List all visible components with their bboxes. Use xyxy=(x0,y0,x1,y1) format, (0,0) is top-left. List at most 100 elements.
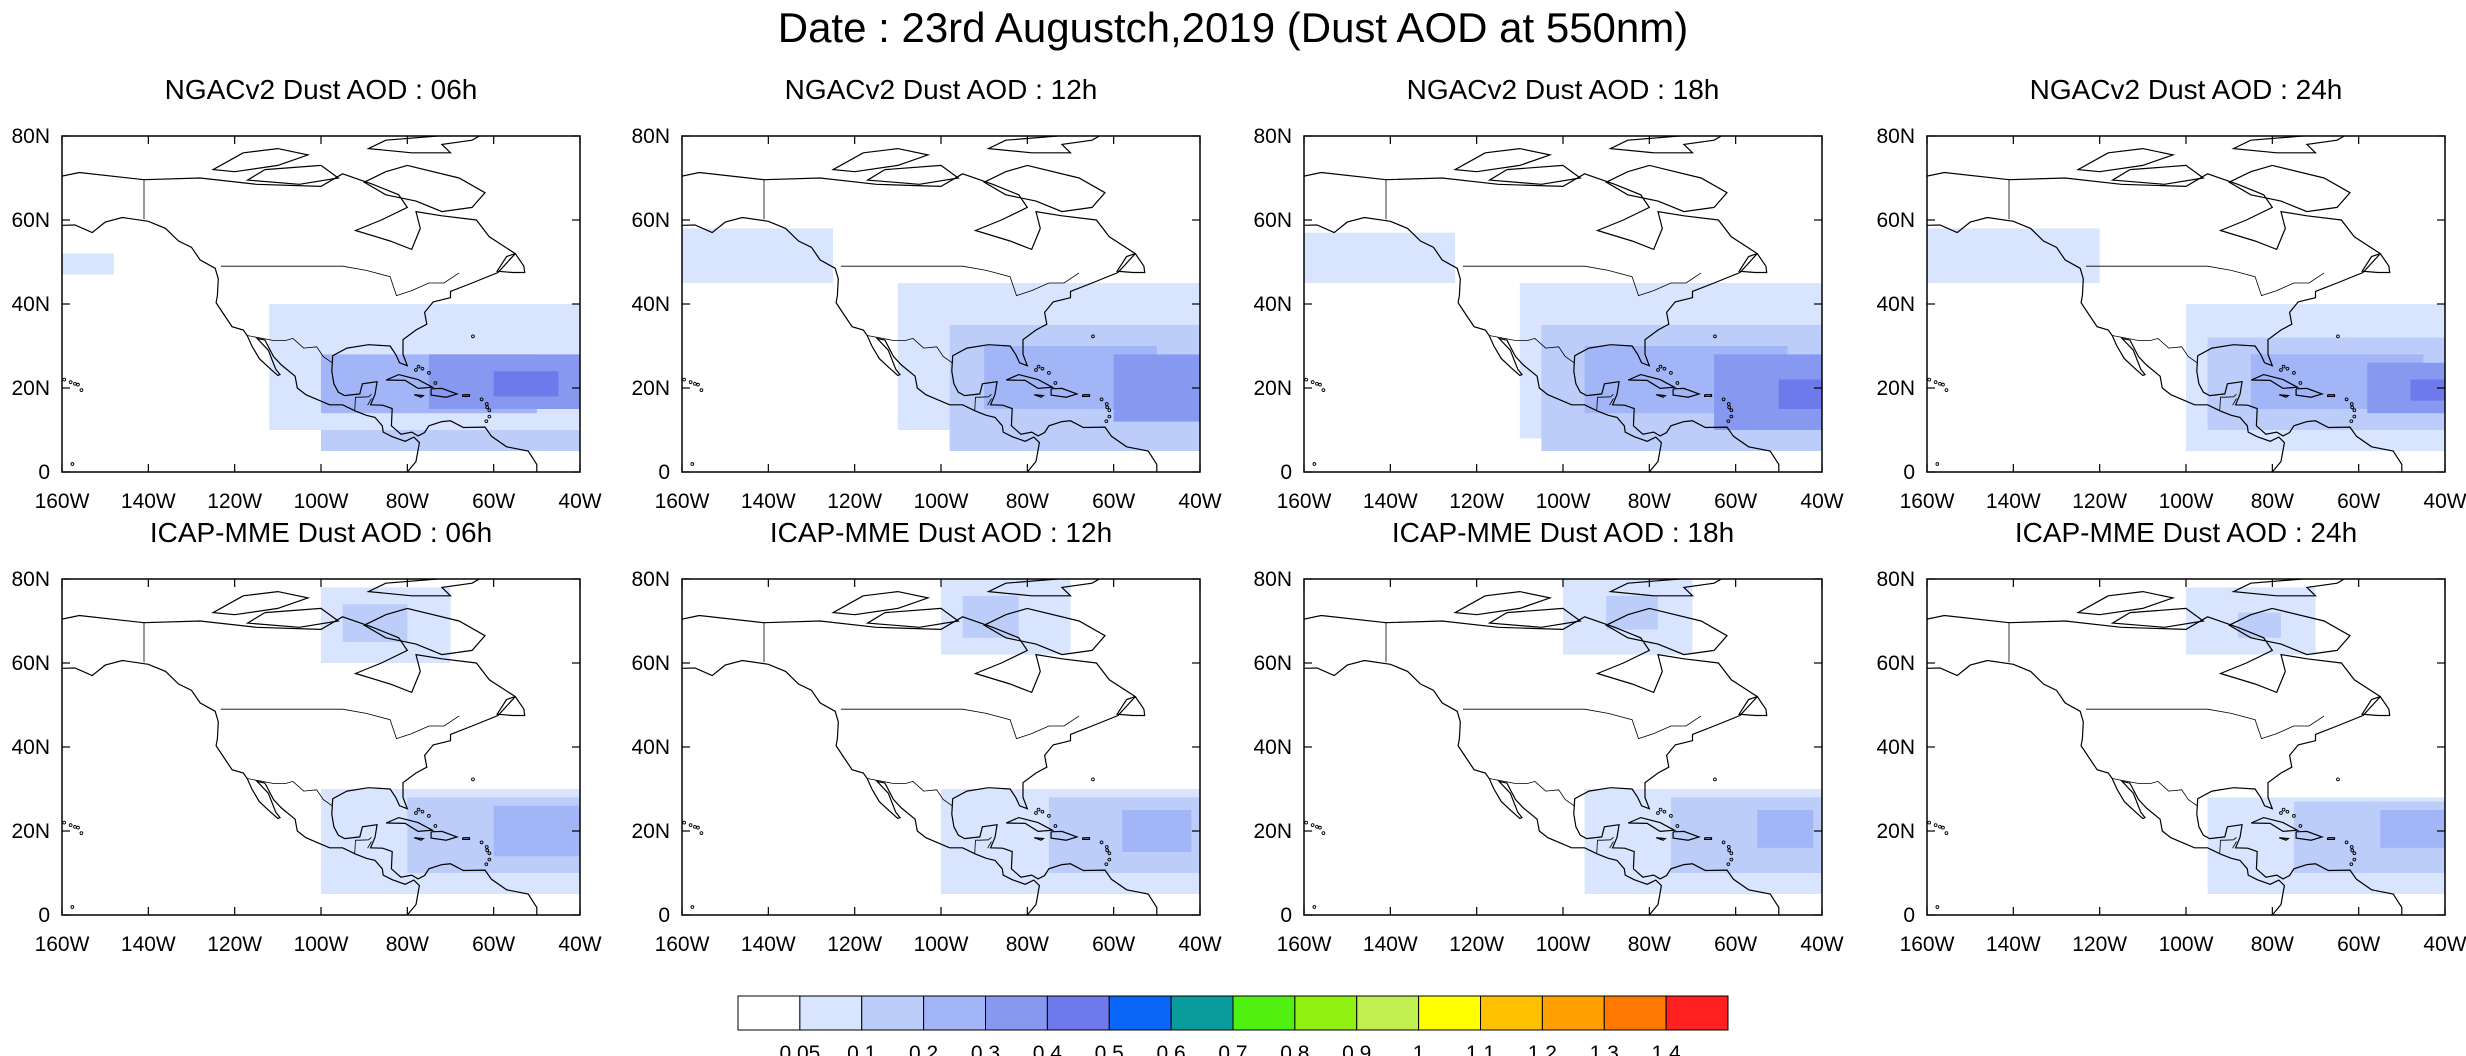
lat-tick-label: 60N xyxy=(1876,652,1915,675)
island xyxy=(433,381,438,385)
island xyxy=(1656,811,1660,815)
island xyxy=(696,825,700,830)
lat-tick-label: 20N xyxy=(1876,820,1915,843)
island xyxy=(1658,807,1663,812)
lon-tick-label: 160W xyxy=(1277,490,1332,513)
aod-region xyxy=(1113,354,1200,422)
lat-tick-label: 40N xyxy=(11,736,50,759)
coastline xyxy=(1927,659,2286,915)
country-border xyxy=(2232,398,2237,406)
coastline xyxy=(211,590,311,616)
lon-tick-label: 140W xyxy=(1986,490,2041,513)
island xyxy=(1927,377,1932,382)
colorbar-label: 0.2 xyxy=(909,1042,938,1056)
lon-tick-label: 80W xyxy=(2251,490,2294,513)
coastline xyxy=(1604,164,1728,213)
coastline xyxy=(1487,164,1582,185)
lat-tick-label: 40N xyxy=(1876,736,1915,759)
island xyxy=(2285,809,2290,814)
country-border xyxy=(974,393,992,412)
country-border xyxy=(2085,265,2325,297)
island xyxy=(1036,364,1041,369)
island xyxy=(1675,381,1680,385)
island xyxy=(1107,408,1112,413)
coastline xyxy=(2327,394,2336,397)
coastline xyxy=(1033,837,1045,841)
island xyxy=(416,807,421,812)
map-plot: 160W 140W 120W 100W 80W 60W 40W 0 20N 40N 60N 80N xyxy=(631,568,1221,956)
island xyxy=(1656,368,1660,372)
map-panel-ngac-12: NGACv2 Dust AOD : 12h 160W 140W 120W 100W 80W… xyxy=(620,72,1240,513)
island xyxy=(2344,397,2349,402)
island xyxy=(2352,851,2357,856)
aod-region xyxy=(342,604,408,642)
lon-tick-label: 160W xyxy=(1277,933,1332,956)
lon-tick-label: 100W xyxy=(2159,490,2214,513)
coastline xyxy=(1304,171,1780,472)
coastline xyxy=(2327,837,2336,840)
coastline xyxy=(413,837,425,841)
island xyxy=(1933,823,1938,827)
island xyxy=(1099,840,1104,845)
panel-title: NGACv2 Dust AOD : 18h xyxy=(1406,74,1720,105)
colorbar-label: 0.6 xyxy=(1157,1042,1186,1056)
colorbar-swatch xyxy=(1170,995,1234,1031)
colorbar-swatch xyxy=(1480,995,1543,1031)
lat-tick-label: 20N xyxy=(11,377,50,400)
lat-tick-label: 40N xyxy=(11,293,50,316)
island xyxy=(485,405,490,410)
coastline xyxy=(2278,394,2290,398)
lat-tick-label: 0 xyxy=(1903,904,1915,927)
coastline xyxy=(2231,579,2346,597)
coastline xyxy=(682,216,1041,472)
lat-tick-label: 0 xyxy=(38,461,50,484)
coastline xyxy=(1672,387,1701,398)
lon-tick-label: 60W xyxy=(1714,490,1757,513)
island xyxy=(690,905,695,909)
coastline xyxy=(1304,659,1663,915)
country-border xyxy=(1609,841,1614,849)
island xyxy=(1726,402,1731,406)
lon-tick-label: 160W xyxy=(1900,490,1955,513)
lon-tick-label: 100W xyxy=(2159,933,2214,956)
island xyxy=(484,419,489,424)
island xyxy=(1927,820,1932,825)
coastline xyxy=(2361,253,2391,274)
coastline xyxy=(1738,696,1768,717)
aod-region xyxy=(1757,810,1814,848)
country-border xyxy=(840,265,1080,297)
island xyxy=(62,377,67,382)
island xyxy=(2349,402,2354,406)
island xyxy=(1727,848,1732,853)
lat-tick-label: 80N xyxy=(1253,125,1292,148)
lon-tick-label: 120W xyxy=(207,490,262,513)
lat-tick-label: 20N xyxy=(11,820,50,843)
island xyxy=(1726,845,1731,849)
coastline xyxy=(1033,394,1045,398)
coastline xyxy=(385,373,435,390)
aod-region xyxy=(62,253,114,275)
lat-tick-label: 80N xyxy=(1253,568,1292,591)
coastline xyxy=(62,659,421,915)
map-plot: 160W 140W 120W 100W 80W 60W 40W 0 20N 40N 60N 80N xyxy=(1253,568,1843,956)
panel-title: ICAP-MME Dust AOD : 06h xyxy=(149,517,493,548)
lon-tick-label: 160W xyxy=(35,490,90,513)
island xyxy=(1040,366,1045,371)
island xyxy=(427,814,431,818)
coastline xyxy=(2231,136,2346,154)
island xyxy=(2292,371,2296,375)
lon-tick-label: 100W xyxy=(914,933,969,956)
lat-tick-label: 80N xyxy=(11,125,50,148)
coastline xyxy=(682,171,1158,472)
coastline xyxy=(2076,590,2176,616)
island xyxy=(1318,382,1322,387)
country-border xyxy=(974,836,992,855)
island xyxy=(1105,405,1110,410)
island xyxy=(1729,857,1734,862)
coastline xyxy=(865,607,960,628)
colorbar-label: 1.1 xyxy=(1466,1042,1495,1056)
country-border xyxy=(2232,841,2237,849)
lon-tick-label: 120W xyxy=(827,490,882,513)
island xyxy=(1310,380,1315,384)
lat-tick-label: 0 xyxy=(38,904,50,927)
